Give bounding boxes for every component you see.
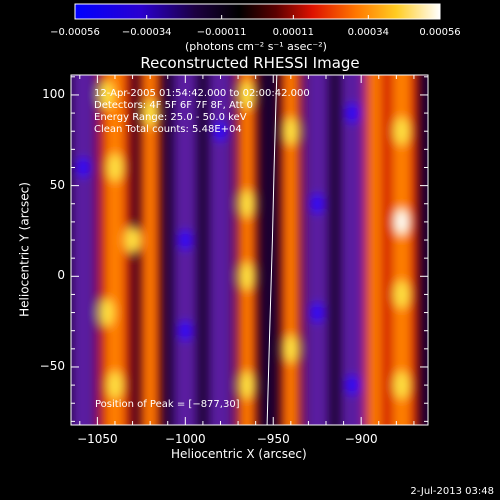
blue-blob xyxy=(311,302,324,323)
peak-position-label: Position of Peak = [−877,30] xyxy=(95,399,240,410)
dark-ridge xyxy=(305,75,330,425)
y-tick-label: 50 xyxy=(49,177,65,192)
colorbar-tick-label: 0.00056 xyxy=(419,27,461,38)
annotation-counts: Clean Total counts: 5.48E+04 xyxy=(94,124,242,135)
hot-spot xyxy=(393,117,410,146)
hot-spot xyxy=(98,298,115,327)
heatmap-image xyxy=(71,75,428,425)
blue-blob xyxy=(346,375,359,396)
chart-title: Reconstructed RHESSI Image xyxy=(140,54,360,72)
dark-ridge xyxy=(340,75,365,425)
y-tick-label: 0 xyxy=(57,268,65,283)
colorbar-units-label: (photons cm⁻² s⁻¹ asec⁻²) xyxy=(185,40,327,53)
hot-spot xyxy=(282,334,299,363)
footer-date: 2-Jul-2013 03:48 xyxy=(410,486,494,497)
hot-spot xyxy=(98,80,115,109)
hot-spot xyxy=(238,80,255,109)
bright-ridge-core xyxy=(144,75,156,425)
colorbar-tick-label: 0.00011 xyxy=(272,27,315,38)
colorbar xyxy=(74,3,441,20)
annotation-energy-range: Energy Range: 25.0 - 50.0 keV xyxy=(94,112,247,123)
bright-ridge-core xyxy=(241,75,253,425)
peak-spot xyxy=(395,209,408,234)
blue-blob xyxy=(346,103,359,124)
colorbar-tick-label: −0.00056 xyxy=(50,27,100,38)
colorbar-tick-label: −0.00034 xyxy=(121,27,172,38)
hot-spot xyxy=(393,280,410,309)
hot-spot xyxy=(282,117,299,146)
plot-frame xyxy=(70,74,429,426)
y-tick-label: −50 xyxy=(39,358,65,373)
hot-spot xyxy=(238,371,255,400)
hot-spot xyxy=(106,153,123,182)
y-tick-label: 100 xyxy=(42,86,65,101)
y-axis-label: Heliocentric Y (arcsec) xyxy=(17,182,32,317)
x-axis-label: Heliocentric X (arcsec) xyxy=(171,447,307,461)
blue-blob xyxy=(179,230,192,251)
axis-ticks xyxy=(71,75,428,425)
colorbar-tick-label: −0.00011 xyxy=(196,27,247,38)
hot-spot xyxy=(238,262,255,291)
annotation-time-range: 12-Apr-2005 01:54:42.000 to 02:00:42.000 xyxy=(94,88,310,99)
bright-ridge-core xyxy=(285,75,297,425)
blue-blob xyxy=(311,193,324,214)
bright-ridge-core xyxy=(393,75,411,425)
x-tick-label: −1050 xyxy=(77,432,118,446)
blue-blob xyxy=(179,320,192,341)
hot-spot xyxy=(238,189,255,218)
hot-spot xyxy=(142,99,159,128)
colorbar-ticks xyxy=(74,15,441,19)
blue-blob xyxy=(214,121,227,142)
colorbar-tick-label: 0.00034 xyxy=(347,27,389,38)
limb-curve xyxy=(266,75,278,425)
x-tick-label: −1000 xyxy=(165,432,206,446)
hot-spot xyxy=(124,226,141,255)
bright-ridge-core xyxy=(369,75,381,425)
annotation-detectors: Detectors: 4F 5F 6F 7F 8F, Att 0 xyxy=(94,100,254,111)
x-tick-label: −900 xyxy=(344,432,378,446)
hot-spot xyxy=(393,371,410,400)
x-tick-label: −950 xyxy=(256,432,290,446)
blue-blob xyxy=(77,157,90,178)
hot-spot xyxy=(106,371,123,400)
